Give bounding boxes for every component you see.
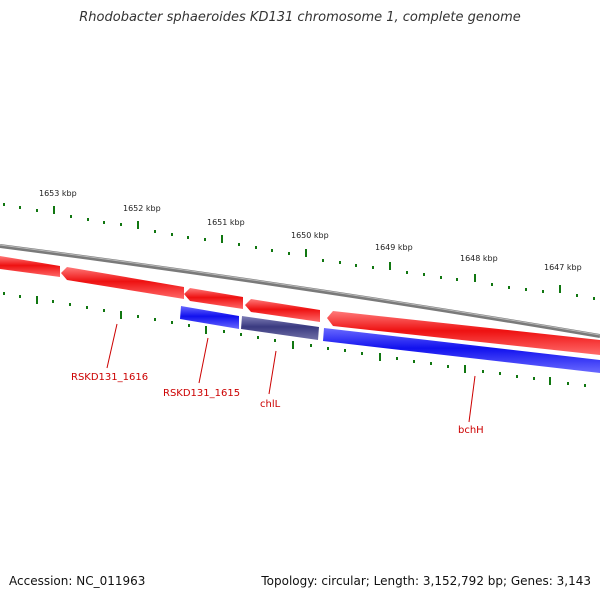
scale-label: 1651 kbp <box>207 218 245 227</box>
scale-label: 1653 kbp <box>39 189 77 198</box>
gene-labels: RSKD131_1616 RSKD131_1615 chlL bchH <box>71 372 484 436</box>
gene-label-chll[interactable]: chlL <box>260 399 281 410</box>
scale-label: 1650 kbp <box>291 231 329 240</box>
gene-feature-highlighted[interactable] <box>241 316 319 340</box>
gene-callouts <box>106 323 476 423</box>
accession-text: Accession: NC_011963 <box>9 574 146 588</box>
gene-feature[interactable] <box>327 311 600 355</box>
outer-minor-ticks <box>3 203 595 300</box>
outer-major-ticks <box>53 206 561 293</box>
gene-label-bchh[interactable]: bchH <box>458 425 484 436</box>
gene-feature[interactable] <box>180 306 239 329</box>
reverse-strand-track <box>180 306 600 373</box>
gene-feature[interactable] <box>61 267 184 299</box>
gene-feature[interactable] <box>184 288 243 309</box>
inner-minor-ticks <box>3 292 586 387</box>
gene-feature[interactable] <box>323 328 600 373</box>
scale-label: 1652 kbp <box>123 204 161 213</box>
scale-labels: 1653 kbp 1652 kbp 1651 kbp 1650 kbp 1649… <box>39 189 582 272</box>
gene-feature[interactable] <box>0 256 60 277</box>
inner-major-ticks <box>36 296 551 385</box>
gene-feature[interactable] <box>245 299 320 322</box>
scale-label: 1647 kbp <box>544 263 582 272</box>
scale-label: 1648 kbp <box>460 254 498 263</box>
genome-summary-text: Topology: circular; Length: 3,152,792 bp… <box>261 574 591 588</box>
gene-label-rskd131-1615[interactable]: RSKD131_1615 <box>163 388 240 399</box>
gene-label-rskd131-1616[interactable]: RSKD131_1616 <box>71 372 148 383</box>
genome-title: Rhodobacter sphaeroides KD131 chromosome… <box>79 10 521 25</box>
genome-backbone <box>0 244 600 338</box>
forward-strand-track <box>0 256 600 355</box>
scale-label: 1649 kbp <box>375 243 413 252</box>
